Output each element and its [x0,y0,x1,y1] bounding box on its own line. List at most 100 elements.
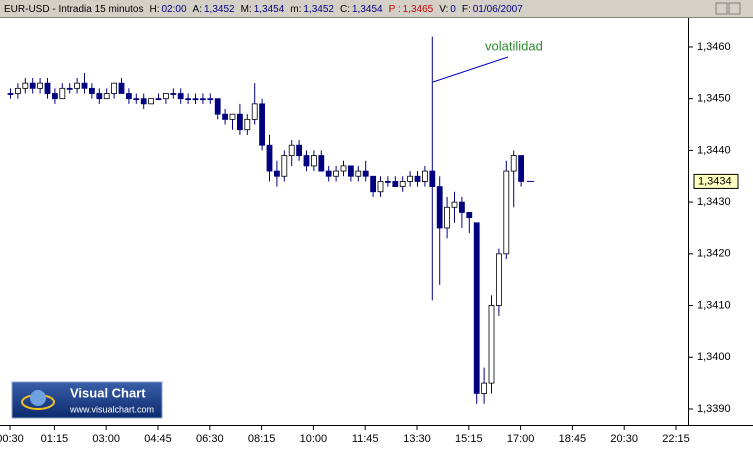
x-tick-label: 10:00 [300,433,328,445]
candle-body [481,382,488,394]
candle-body [140,98,147,105]
candle-body [347,165,354,177]
y-tick-label: 1,3400 [697,351,731,363]
y-tick-label: 1,3410 [697,299,731,311]
candle-body [340,165,347,172]
x-tick-label: 06:30 [196,433,224,445]
candle-body [185,98,192,101]
y-tick-label: 1,3420 [697,248,731,260]
candle-body [96,93,103,100]
candle-body [362,170,369,177]
candle-body [251,103,258,120]
candle-body [207,98,214,101]
candle-body [89,87,95,94]
candle-body [414,175,421,182]
candle-body [81,82,88,89]
candle-body [29,82,36,89]
candle-body [155,98,162,101]
last-price-label: 1,3434 [698,175,732,187]
window-button[interactable] [715,2,728,15]
candle-body [177,93,184,100]
candle-body [399,181,406,187]
candle-body [273,170,280,177]
x-tick-label: 18:45 [559,433,587,445]
candle-body [421,170,428,182]
candle-body [259,103,266,146]
candle-body [222,113,229,120]
last-price-box [693,173,739,189]
candle-body [52,93,58,100]
candle-body [495,253,502,306]
logo-name: Visual Chart [70,385,146,400]
x-tick-label: 15:15 [455,433,483,445]
annotation: volatilidad [485,38,543,53]
x-tick-label: 08:15 [248,433,276,445]
candle-body [296,144,303,156]
candle-body [458,201,465,213]
x-tick-label: 22:15 [662,433,690,445]
x-tick-label: 03:00 [92,433,120,445]
candle-body [22,82,29,89]
y-tick-label: 1,3390 [697,403,731,415]
candle-body [407,175,414,182]
candle-body [370,175,377,193]
header-field: 0 [450,4,456,15]
candle-body [133,98,140,101]
candle-body [214,98,221,115]
candle-body [318,155,325,172]
candle-body [162,93,169,100]
candle-body [192,98,199,101]
header-field: 1,3452 [303,4,334,15]
logo-icon [30,390,46,406]
candle-body [103,93,110,100]
header-field: m: [290,4,301,15]
header-field: M: [241,4,252,15]
candle-body [333,170,340,177]
candle-body [377,181,384,193]
candle-body [118,82,125,94]
logo: Visual Chart www.visualchart.com [11,381,163,419]
x-tick-label: 13:30 [403,433,431,445]
candle-body [266,144,273,172]
x-tick-label: 11:45 [352,433,379,445]
candle-body [503,170,510,255]
candle-body [74,82,80,89]
candle-body [436,186,443,229]
candle-body [244,118,251,131]
candle-body [355,170,362,177]
header-field: 1,3454 [254,4,285,15]
header-field: 01/06/2007 [473,4,523,15]
y-tick-label: 1,3450 [697,93,731,105]
candle-body [7,93,14,95]
candle-body [510,155,517,172]
candle-body [444,206,451,229]
candle-body [148,98,155,105]
candle-body [518,155,524,182]
candle-body [325,170,332,177]
header-field: 1,3452 [204,4,235,15]
header-field: C: [340,4,350,15]
header-field: P : [389,4,401,15]
candle-body [59,87,66,100]
candle-body [14,87,21,94]
window-button[interactable] [728,2,741,15]
header-field: V: [439,4,448,15]
header-field: F: [462,4,471,15]
candle-body [37,82,43,89]
y-tick-label: 1,3430 [697,196,731,208]
candle-body [229,113,236,120]
candle-body [392,181,399,187]
header-bar [0,0,753,17]
header-field: 02:00 [162,4,187,15]
candle-body [170,93,177,95]
header-field: A: [193,4,202,15]
candle-body [303,155,310,167]
candle-body [466,212,473,219]
x-tick-label: 01:15 [41,433,69,445]
candle-body [384,181,391,183]
x-tick-label: 04:45 [144,433,172,445]
candle-body [310,155,317,167]
x-tick-label: 17:00 [507,433,535,445]
